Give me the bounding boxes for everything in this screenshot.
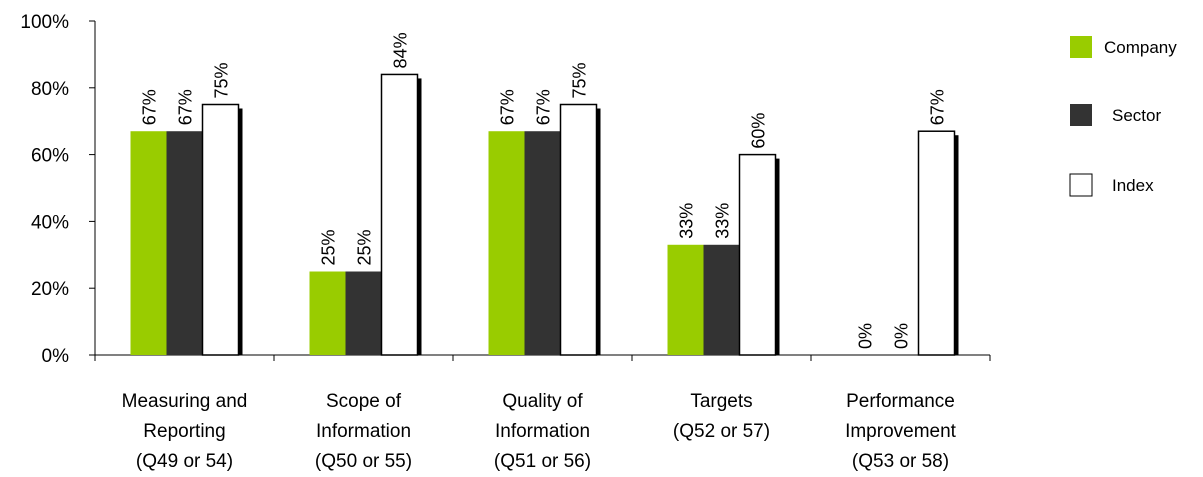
legend-label: Sector — [1112, 106, 1161, 125]
data-label: 67% — [498, 89, 518, 125]
category-label: Quality of — [502, 391, 583, 412]
data-label: 75% — [570, 62, 590, 98]
y-tick-label: 0% — [42, 346, 70, 367]
category-label: (Q52 or 57) — [673, 421, 770, 442]
y-tick-label: 100% — [20, 12, 69, 33]
y-tick-label: 60% — [31, 146, 69, 167]
bar — [667, 244, 704, 355]
category-label: Measuring and — [122, 391, 248, 412]
category-label: Improvement — [845, 421, 957, 442]
axes: 0% 20% 40% 60% 80% 100% — [20, 12, 991, 367]
bar — [559, 103, 598, 356]
data-label: 33% — [677, 203, 697, 239]
legend-swatch — [1070, 36, 1092, 58]
data-label: 67% — [534, 89, 554, 125]
y-tick-label: 80% — [31, 79, 69, 100]
legend-swatch — [1070, 104, 1092, 126]
bar — [703, 244, 740, 355]
bar — [524, 131, 561, 355]
bar — [309, 271, 346, 355]
bar-labels: 67% 67% 75% 25% 25% 84% 67% 67% 75% 33% 33% 60% 0% 0%… — [140, 32, 948, 349]
bar — [488, 131, 525, 355]
data-label: 25% — [319, 229, 339, 265]
data-label: 67% — [176, 89, 196, 125]
bar — [738, 153, 777, 356]
y-tick-label: 20% — [31, 279, 69, 300]
category-labels: Measuring and Reporting (Q49 or 54) Scope o… — [122, 391, 957, 472]
bar — [380, 73, 419, 356]
bar — [345, 271, 382, 355]
legend-swatch — [1069, 173, 1093, 197]
data-label: 75% — [212, 62, 232, 98]
category-label: Information — [495, 421, 590, 442]
category-label: Information — [316, 421, 411, 442]
category-label: (Q51 or 56) — [494, 451, 591, 472]
category-label: (Q50 or 55) — [315, 451, 412, 472]
y-tick-label: 40% — [31, 212, 69, 233]
category-label: Targets — [690, 391, 752, 412]
data-label: 25% — [355, 229, 375, 265]
legend: Company Sector Index — [1069, 36, 1177, 197]
bar — [201, 103, 240, 356]
bar — [917, 130, 956, 356]
bar — [166, 131, 203, 355]
legend-label: Index — [1112, 176, 1154, 195]
data-label: 67% — [928, 89, 948, 125]
bars — [130, 73, 959, 356]
category-label: (Q53 or 58) — [852, 451, 949, 472]
data-label: 0% — [892, 323, 912, 349]
data-label: 0% — [856, 323, 876, 349]
category-label: Scope of — [326, 391, 402, 412]
data-label: 84% — [391, 32, 411, 68]
category-label: Performance — [846, 391, 955, 412]
data-label: 33% — [713, 203, 733, 239]
legend-label: Company — [1104, 38, 1177, 57]
category-label: (Q49 or 54) — [136, 451, 233, 472]
data-label: 60% — [749, 113, 769, 149]
data-label: 67% — [140, 89, 160, 125]
category-label: Reporting — [143, 421, 225, 442]
bar — [130, 131, 167, 355]
